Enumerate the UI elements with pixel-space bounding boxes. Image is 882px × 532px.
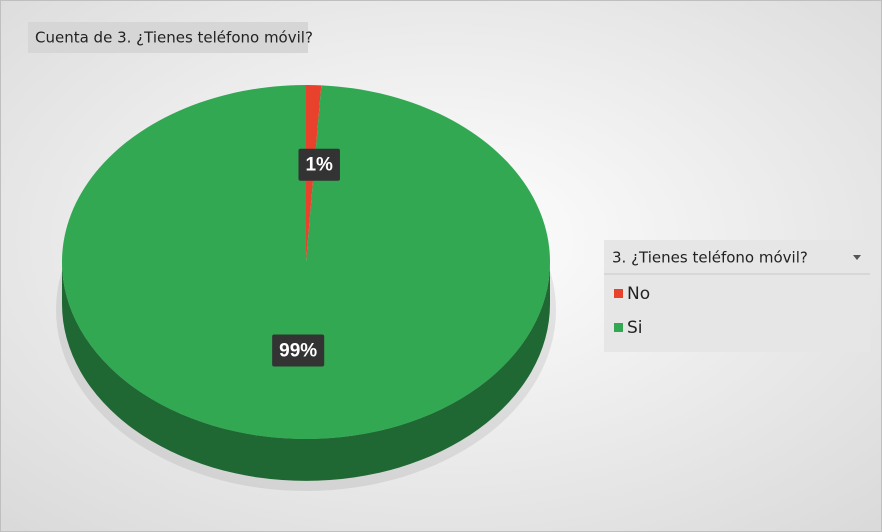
legend-title: 3. ¿Tienes teléfono móvil? [612,249,808,267]
legend-dropdown[interactable] [853,255,861,260]
pie-side [62,262,550,481]
legend-swatch [614,289,623,298]
pie: 1% 99% [56,85,556,491]
legend-entries: No Si [614,284,650,338]
pie-slice [61,85,550,440]
title-box [28,22,308,53]
data-label: 1% [305,155,333,176]
legend-swatch [614,323,623,332]
chart-title: Cuenta de 3. ¿Tienes teléfono móvil? [35,29,313,47]
data-label: 99% [279,340,317,361]
legend-box [604,240,870,352]
data-label-box [272,334,325,367]
legend-label: Si [627,318,643,338]
data-label-box [298,148,340,181]
legend-label: No [627,284,650,304]
